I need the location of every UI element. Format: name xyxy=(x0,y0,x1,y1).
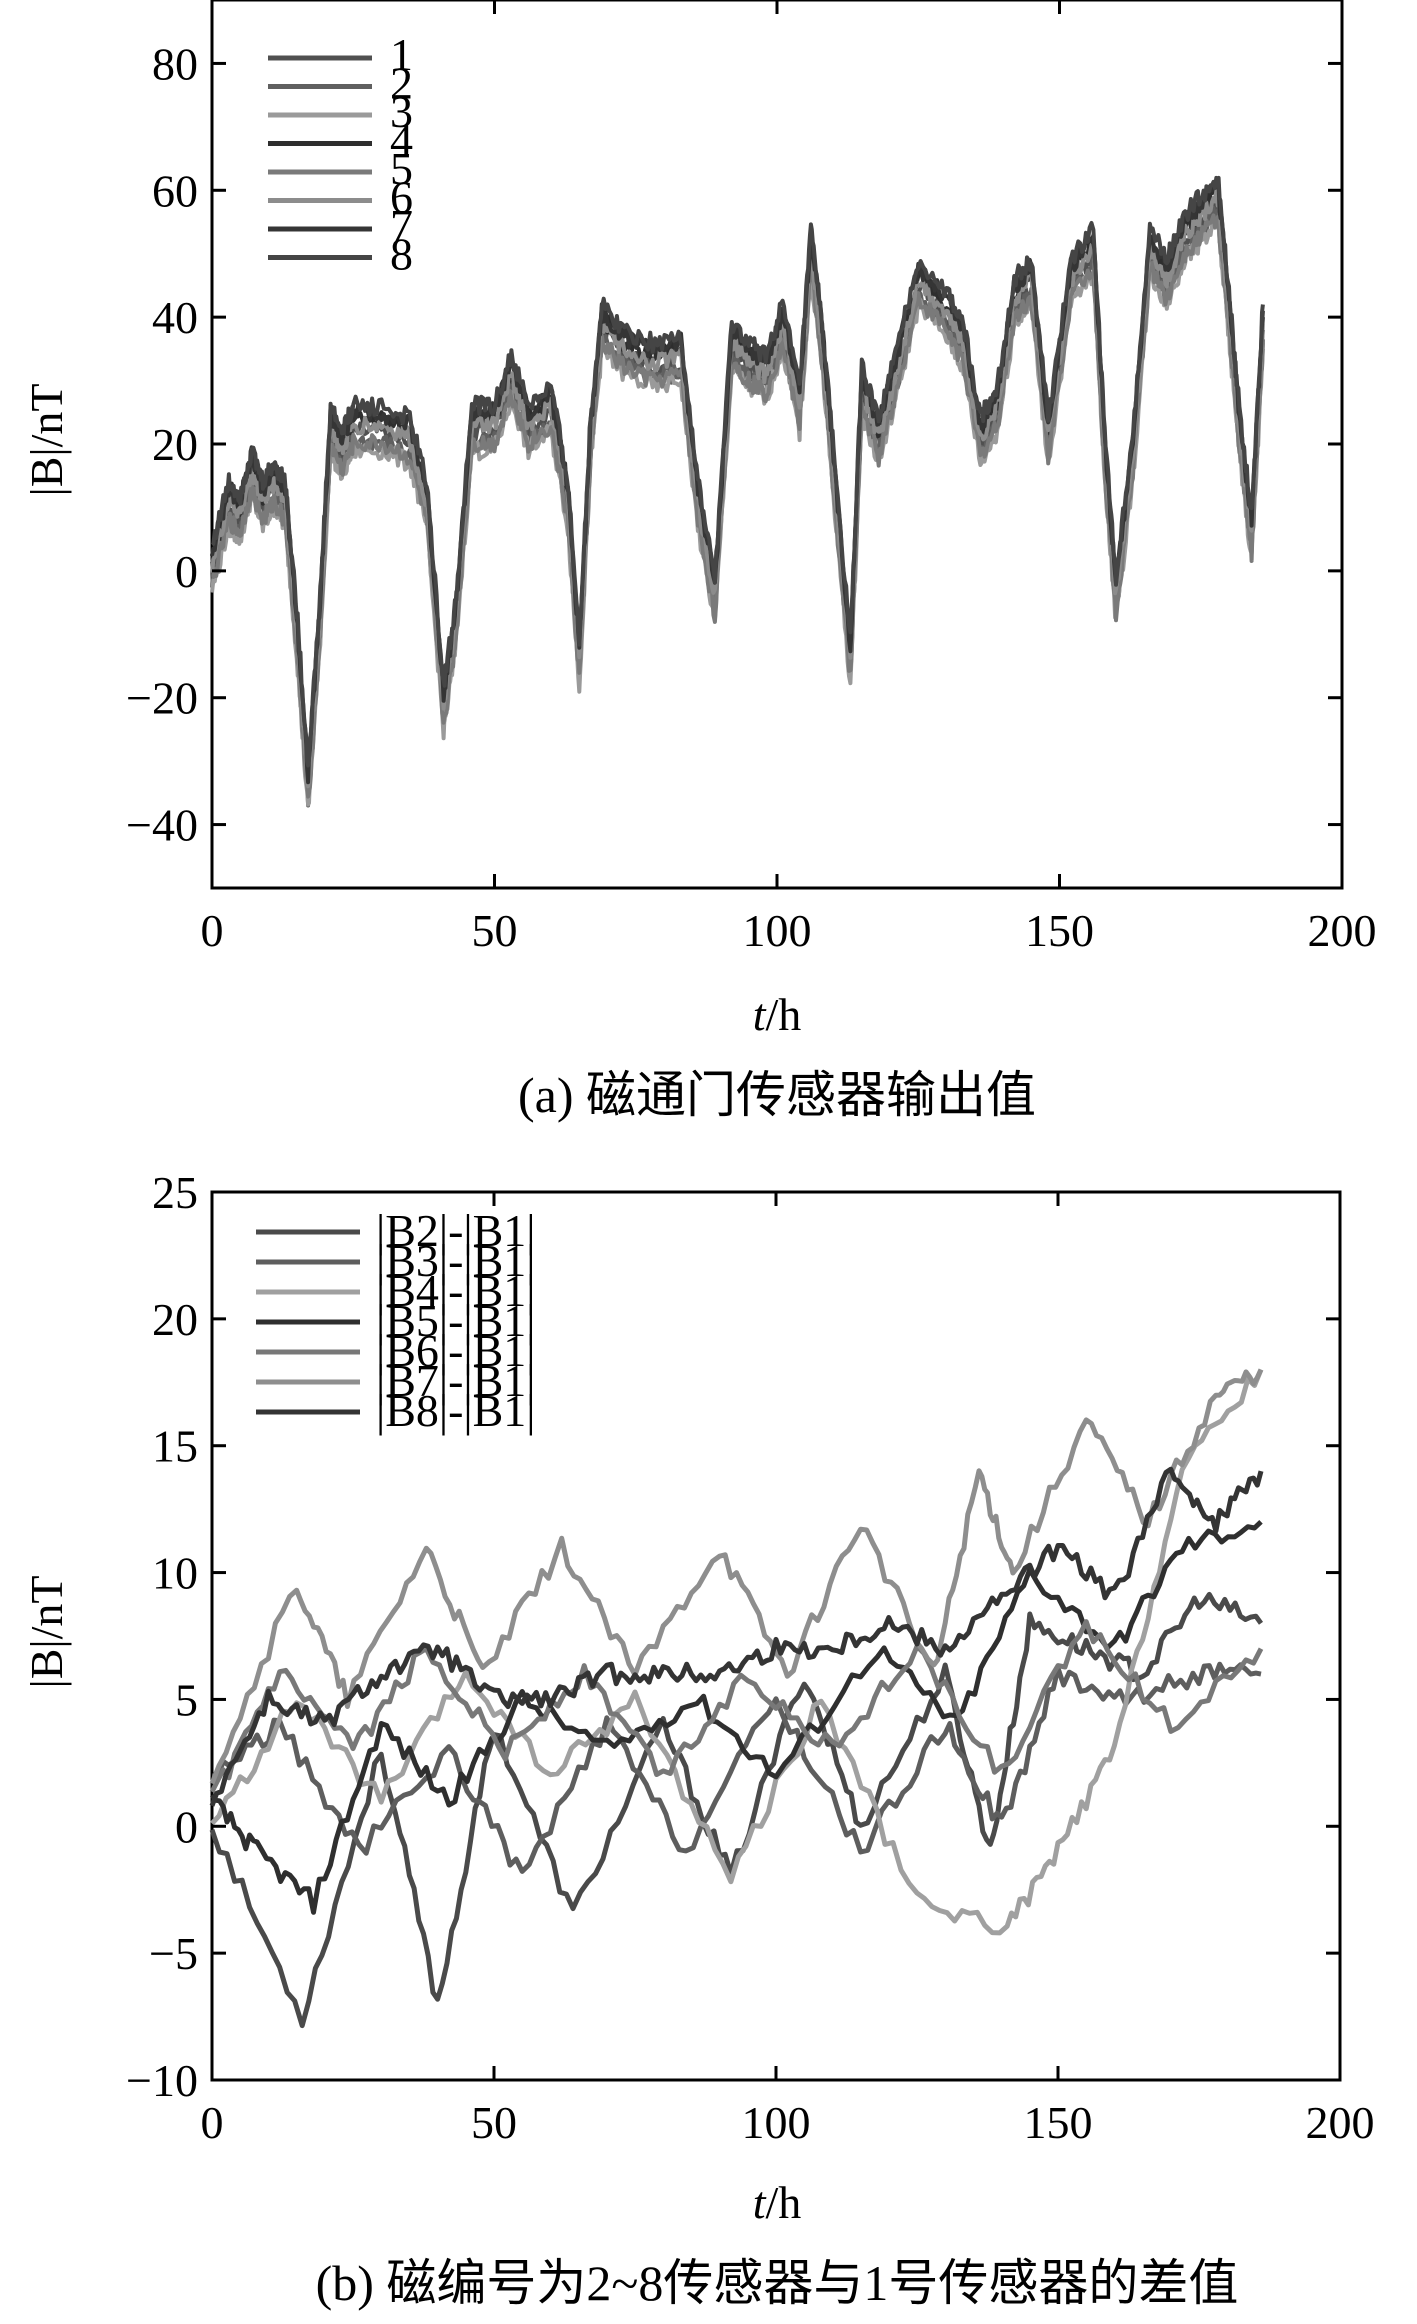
xtick-label: 200 xyxy=(1308,905,1377,956)
legend-label: 2 xyxy=(390,58,413,109)
xtick-label: 0 xyxy=(201,905,224,956)
chart-b-ylabel: |B|/nT xyxy=(21,1576,72,1689)
legend-label: |B3|-|B1| xyxy=(376,1235,536,1286)
xtick-label: 200 xyxy=(1306,2097,1375,2148)
chart-a-xlabel: t/h xyxy=(753,989,802,1040)
ytick-label: 5 xyxy=(175,1674,198,1725)
ytick-label: 10 xyxy=(152,1548,198,1599)
series-line xyxy=(210,175,1265,768)
series-line xyxy=(209,1519,1263,1915)
series-line xyxy=(209,1466,1264,1807)
legend-label: 4 xyxy=(390,115,413,166)
ytick-label: 25 xyxy=(152,1167,198,1218)
series-line xyxy=(209,1591,1264,2029)
xtick-label: 100 xyxy=(742,2097,811,2148)
legend-label: |B7|-|B1| xyxy=(376,1355,536,1406)
xtick-label: 100 xyxy=(743,905,812,956)
ytick-label: −10 xyxy=(126,2055,198,2106)
chart-b-xlabel: t/h xyxy=(753,2177,802,2228)
series-line xyxy=(210,216,1265,807)
legend-label: 6 xyxy=(390,172,413,223)
chart-a-xticks: 0 50 100 150 200 xyxy=(201,0,1377,956)
legend-label: |B6|-|B1| xyxy=(376,1325,536,1376)
ytick-label: 0 xyxy=(175,1801,198,1852)
legend-label: 7 xyxy=(390,200,413,251)
series-line xyxy=(211,213,1265,799)
ytick-label: −40 xyxy=(126,800,198,851)
chart-a-yticks: 80 60 40 20 0 −20 −40 xyxy=(126,38,1342,851)
legend-label: 3 xyxy=(390,86,413,137)
legend-label: |B2|-|B1| xyxy=(376,1205,536,1256)
ytick-label: 20 xyxy=(152,1294,198,1345)
ytick-label: 60 xyxy=(152,165,198,216)
legend-label: 8 xyxy=(390,229,413,280)
legend-label: |B5|-|B1| xyxy=(376,1295,536,1346)
ytick-label: 15 xyxy=(152,1421,198,1472)
chart-a-ylabel: |B|/nT xyxy=(21,384,72,497)
chart-b-legend: |B2|-|B1||B3|-|B1||B4|-|B1||B5|-|B1||B6|… xyxy=(256,1205,536,1436)
legend-label: |B8|-|B1| xyxy=(376,1385,536,1436)
legend-label: |B4|-|B1| xyxy=(376,1265,536,1316)
chart-b-series-group xyxy=(209,1368,1264,2029)
series-line xyxy=(211,1661,1262,1874)
xtick-label: 150 xyxy=(1024,2097,1093,2148)
chart-b-xticks: 0 50 100 150 200 xyxy=(201,1192,1375,2148)
ytick-label: 20 xyxy=(152,419,198,470)
ytick-label: 0 xyxy=(175,546,198,597)
ytick-label: 80 xyxy=(152,38,198,89)
ytick-label: −20 xyxy=(126,673,198,724)
chart-a-caption: (a) 磁通门传感器输出值 xyxy=(518,1067,1036,1123)
chart-b-yticks: 25 20 15 10 5 0 −5 −10 xyxy=(126,1167,1340,2106)
xtick-label: 150 xyxy=(1025,905,1094,956)
ytick-label: −5 xyxy=(149,1928,198,1979)
ytick-label: 40 xyxy=(152,292,198,343)
legend-label: 5 xyxy=(390,143,413,194)
chart-a-series-group xyxy=(210,175,1265,808)
series-line xyxy=(209,1619,1264,1793)
xtick-label: 50 xyxy=(472,905,518,956)
legend-label: 1 xyxy=(390,29,413,80)
xtick-label: 50 xyxy=(471,2097,517,2148)
series-line xyxy=(209,1368,1264,1785)
xtick-label: 0 xyxy=(201,2097,224,2148)
chart-b-caption: (b) 磁编号为2~8传感器与1号传感器的差值 xyxy=(316,2255,1239,2311)
